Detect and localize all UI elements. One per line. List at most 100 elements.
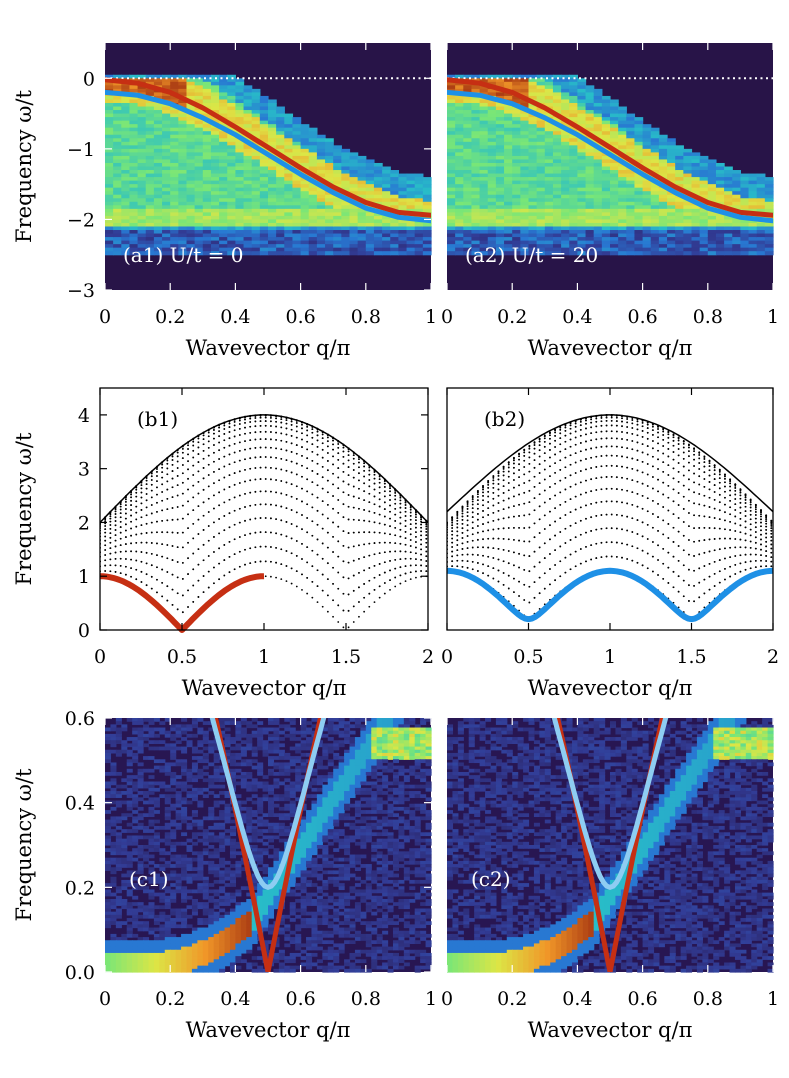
heat-cell	[447, 152, 456, 157]
heat-cell	[504, 205, 513, 210]
heat-cell	[219, 152, 228, 157]
heat-cell	[137, 110, 147, 115]
heat-cell	[178, 215, 188, 221]
heat-cell	[121, 120, 131, 125]
heat-cell	[276, 205, 285, 210]
heat-cell	[569, 240, 578, 245]
y-axis-label: Frequency ω/t	[12, 89, 36, 242]
heat-cell	[471, 145, 481, 150]
heat-cell	[471, 148, 481, 153]
heat-cell	[447, 219, 456, 224]
heat-cell	[373, 247, 383, 252]
heat-cell	[202, 127, 212, 132]
continuum-dot	[192, 568, 195, 571]
heat-cell	[577, 102, 587, 108]
heat-cell	[724, 244, 733, 249]
continuum-dot	[166, 508, 169, 511]
heat-cell	[145, 251, 155, 256]
heat-cell	[113, 194, 122, 199]
heat-cell	[129, 170, 139, 175]
continuum-dot	[358, 601, 360, 603]
heat-cell	[675, 244, 684, 249]
heat-cell	[593, 155, 603, 161]
heat-cell	[691, 162, 701, 168]
heat-cell	[170, 81, 179, 86]
heat-cell	[308, 230, 318, 235]
continuum-dot	[337, 621, 340, 623]
heat-cell	[512, 187, 521, 192]
heat-cell	[756, 208, 766, 213]
heat-cell	[162, 124, 171, 129]
heat-cell	[284, 148, 294, 153]
heat-cell	[487, 131, 497, 136]
heat-cell	[552, 194, 562, 199]
heat-cell	[268, 177, 277, 182]
heat-cell	[455, 145, 464, 150]
heat-cell	[495, 219, 505, 224]
heat-cell	[577, 191, 587, 196]
heat-cell	[585, 212, 595, 217]
continuum-dot	[238, 521, 241, 524]
heat-cell	[569, 113, 578, 118]
heat-cell	[634, 237, 644, 242]
heat-cell	[479, 88, 489, 93]
heat-cell	[618, 212, 627, 217]
heat-cell	[463, 251, 473, 256]
heat-cell	[219, 88, 228, 93]
heat-cell	[349, 159, 359, 164]
heat-cell	[593, 198, 603, 203]
continuum-dot	[218, 562, 221, 565]
continuum-dot	[368, 592, 371, 595]
heat-cell	[495, 81, 505, 86]
heat-cell	[504, 208, 513, 213]
heat-cell	[536, 208, 546, 213]
heat-cell	[170, 230, 179, 235]
heat-cell	[447, 120, 456, 125]
continuum-dot	[394, 558, 397, 561]
heat-cell	[268, 173, 277, 178]
heat-cell	[455, 148, 464, 153]
heat-cell	[194, 85, 204, 90]
heat-cell	[495, 230, 505, 235]
heat-cell	[544, 141, 554, 146]
heat-cell	[455, 170, 464, 175]
heat-cell	[186, 198, 196, 203]
continuum-dot	[238, 507, 241, 510]
heat-cell	[642, 148, 652, 153]
heat-cell	[699, 208, 709, 213]
heat-cell	[447, 155, 456, 161]
heat-cell	[699, 212, 709, 217]
continuum-dot	[363, 519, 366, 522]
heat-cell	[691, 215, 701, 221]
heat-cell	[536, 145, 546, 150]
heat-cell	[308, 205, 318, 210]
heat-cell	[601, 134, 611, 139]
heat-cell	[447, 110, 456, 115]
heat-cell	[341, 212, 351, 217]
heat-cell	[504, 215, 513, 221]
heat-cell	[259, 212, 269, 217]
heat-cell	[129, 219, 139, 224]
heat-cell	[227, 240, 236, 245]
continuum-dot	[228, 474, 231, 477]
heat-cell	[243, 237, 253, 242]
heat-cell	[691, 237, 701, 242]
continuum-dot	[150, 504, 153, 506]
heat-cell	[715, 191, 725, 196]
continuum-dot	[140, 581, 143, 583]
continuum-dot	[285, 521, 288, 523]
heat-cell	[308, 198, 318, 203]
heat-cell	[194, 205, 204, 210]
continuum-dot	[285, 580, 288, 583]
heat-cell	[650, 244, 660, 249]
heat-cell	[667, 155, 676, 161]
heat-cell	[520, 191, 530, 196]
heat-cell	[235, 131, 245, 136]
heat-cell	[292, 134, 302, 139]
heat-cell	[495, 212, 505, 217]
continuum-dot	[389, 517, 391, 520]
continuum-dot	[223, 559, 226, 561]
heat-cell	[251, 219, 261, 224]
heat-cell	[333, 244, 342, 249]
heat-cell	[658, 201, 668, 206]
